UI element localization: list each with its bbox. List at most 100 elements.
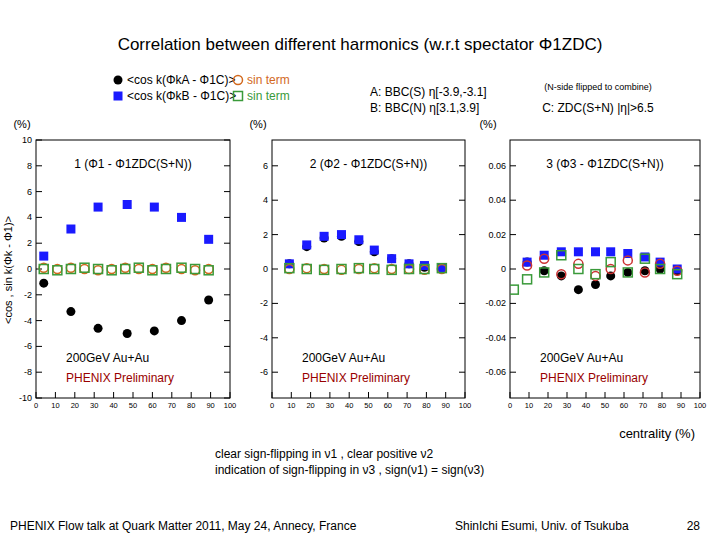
slide-title: Correlation between different harmonics … <box>118 35 603 54</box>
y-unit-label: (%) <box>13 118 30 130</box>
data-point <box>204 235 213 244</box>
slide: Correlation between different harmonics … <box>0 0 720 540</box>
y-tick-label: 10 <box>22 135 32 145</box>
footer-page: 28 <box>687 519 701 533</box>
data-point <box>606 247 615 256</box>
y-tick-label: 0.02 <box>488 230 506 240</box>
data-point <box>39 265 48 274</box>
x-tick <box>368 392 369 398</box>
y-tick <box>224 269 230 270</box>
y-tick <box>510 234 516 235</box>
legend-marker <box>234 76 243 85</box>
y-tick <box>510 337 516 338</box>
x-tick <box>329 392 330 398</box>
x-tick <box>605 392 606 398</box>
footer-talk: PHENIX Flow talk at Quark Matter 2011, M… <box>10 519 357 533</box>
data-point <box>591 280 600 289</box>
x-tick <box>152 392 153 398</box>
y-tick-label: 0 <box>27 264 32 274</box>
data-point <box>557 270 566 279</box>
y-tick <box>224 320 230 321</box>
y-tick <box>36 346 42 347</box>
legend-marker <box>234 92 243 101</box>
y-tick <box>510 303 516 304</box>
y-tick-label: 0 <box>501 264 506 274</box>
x-tick <box>291 392 292 398</box>
x-tick-label: 30 <box>326 401 334 410</box>
y-tick <box>694 372 700 373</box>
beam-note: (N-side flipped to combine) <box>544 82 652 92</box>
beam-note: A: BBC(S) η[-3.9,-3.1] <box>370 85 487 99</box>
data-point <box>540 268 549 277</box>
x-tick-label: 60 <box>384 401 392 410</box>
data-point <box>148 266 157 275</box>
x-tick-label: 0 <box>508 401 512 410</box>
data-point <box>540 254 549 263</box>
data-point <box>285 264 294 273</box>
x-tick <box>171 392 172 398</box>
y-tick-label: 2 <box>263 230 268 240</box>
y-tick-label: 0.06 <box>488 161 506 171</box>
data-point <box>285 265 294 274</box>
x-tick <box>529 392 530 398</box>
x-tick-label: 0 <box>34 401 38 410</box>
x-tick <box>426 392 427 398</box>
x-tick-label: 20 <box>71 401 79 410</box>
x-tick <box>113 392 114 398</box>
x-tick-label: 90 <box>677 401 685 410</box>
x-tick-label: 20 <box>544 401 552 410</box>
data-point <box>437 264 446 273</box>
y-tick <box>459 269 465 270</box>
data-point <box>302 264 311 273</box>
data-point <box>302 265 311 274</box>
x-axis-label: centrality (%) <box>619 426 695 441</box>
data-point <box>177 213 186 222</box>
y-tick <box>694 234 700 235</box>
data-point <box>623 268 632 277</box>
y-tick <box>36 191 42 192</box>
x-tick <box>230 392 231 398</box>
data-point <box>354 264 363 273</box>
x-tick <box>681 392 682 398</box>
data-point <box>94 203 103 212</box>
x-tick-label: 70 <box>168 401 176 410</box>
data-point <box>337 230 346 239</box>
y-tick-label: 4 <box>263 195 268 205</box>
y-tick <box>36 294 42 295</box>
x-tick-label: 60 <box>620 401 628 410</box>
y-unit-label: (%) <box>479 118 496 130</box>
y-tick <box>224 165 230 166</box>
y-tick <box>510 200 516 201</box>
legend-marker <box>114 92 123 101</box>
x-tick <box>272 392 273 398</box>
y-tick <box>459 200 465 201</box>
legend-label: sin term <box>247 89 290 103</box>
y-tick-label: -0.02 <box>485 298 506 308</box>
data-group <box>285 230 446 274</box>
x-tick <box>74 392 75 398</box>
annotation: 200GeV Au+Au <box>66 351 149 365</box>
x-tick-label: 100 <box>694 401 707 410</box>
data-point <box>66 225 75 234</box>
x-tick <box>643 392 644 398</box>
y-tick <box>36 320 42 321</box>
series <box>510 251 682 294</box>
x-tick-label: 40 <box>109 401 117 410</box>
x-tick-label: 10 <box>51 401 59 410</box>
x-tick <box>548 392 549 398</box>
y-unit-label: (%) <box>249 118 266 130</box>
y-tick <box>224 140 230 141</box>
plot-frame <box>272 140 465 398</box>
data-point <box>66 265 75 274</box>
y-tick-label: 0 <box>263 264 268 274</box>
x-tick-label: 60 <box>148 401 156 410</box>
data-point <box>574 285 583 294</box>
y-tick-label: -0.06 <box>485 367 506 377</box>
y-tick <box>272 303 278 304</box>
y-tick <box>272 200 278 201</box>
data-point <box>161 265 170 274</box>
annotation: 200GeV Au+Au <box>540 351 623 365</box>
x-tick <box>700 392 701 398</box>
data-point <box>177 316 186 325</box>
legend-marker <box>114 76 123 85</box>
